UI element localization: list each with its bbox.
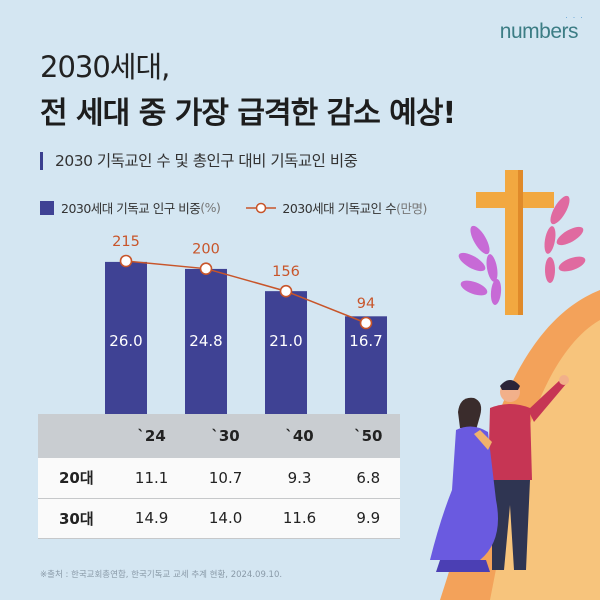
line-legend-unit: (만명) — [396, 201, 427, 216]
bar-value-label: 26.0 — [109, 332, 142, 350]
line-value-label: 215 — [112, 234, 140, 250]
line-path — [125, 260, 367, 324]
logo-dots: · · · — [565, 12, 584, 22]
line-value-label: 200 — [192, 242, 220, 258]
woman-figure — [430, 397, 498, 572]
man-figure — [488, 375, 569, 570]
leaves-left — [458, 225, 502, 305]
logo-text: numbers — [499, 20, 579, 43]
table-cell: 14.9 — [134, 509, 169, 527]
numbers-logo: numbers · · · — [499, 12, 583, 44]
line-legend-swatch — [246, 202, 277, 213]
cross-couple-illustration — [430, 170, 600, 600]
source-note: ※출처 : 한국교회총연합, 한국기독교 교세 추계 현황, 2024.09.1… — [40, 570, 283, 580]
row-label: 20대 — [58, 469, 94, 488]
table-header-row: `24 `30 `40 `50 — [38, 414, 400, 458]
leaves-right — [544, 195, 586, 283]
data-table: `24 `30 `40 `50 20대 11.1 10.7 9.3 6.8 30… — [38, 414, 400, 539]
table-cell: 6.8 — [356, 468, 381, 487]
line-point — [359, 316, 373, 330]
table-row: 30대 14.9 14.0 11.6 9.9 — [38, 498, 400, 538]
bar-legend-unit: (%) — [200, 200, 221, 215]
line-point — [119, 254, 133, 268]
line-point — [279, 284, 293, 298]
line-series: 215 200 156 94 — [112, 234, 375, 330]
bar-value-label: 24.8 — [189, 332, 222, 350]
line-point — [199, 262, 213, 275]
col-header: `30 — [211, 427, 240, 445]
line-value-label: 156 — [272, 264, 300, 280]
bar-legend-swatch — [40, 200, 54, 215]
row-label: 30대 — [58, 509, 94, 528]
line-value-label: 94 — [357, 296, 375, 312]
bar — [265, 291, 307, 414]
bar — [105, 261, 147, 414]
bar — [345, 316, 387, 414]
table-cell: 9.3 — [287, 468, 312, 487]
col-header: `24 — [137, 427, 166, 445]
chart-subtitle: 2030 기독교인 수 및 총인구 대비 기독교인 비중 — [40, 152, 358, 170]
table-cell: 11.6 — [282, 509, 317, 527]
bar-value-label: 21.0 — [269, 332, 302, 350]
table-cell: 14.0 — [208, 509, 243, 527]
table-row: 20대 11.1 10.7 9.3 6.8 — [38, 458, 400, 498]
col-header: `40 — [285, 427, 314, 445]
chart-legend: 2030세대 기독교 인구 비중 (%) 2030세대 기독교인 수 (만명) — [40, 198, 427, 217]
table-cell: 9.9 — [356, 509, 381, 527]
table-cell: 11.1 — [134, 468, 169, 487]
col-header: `50 — [354, 427, 383, 445]
bar-value-label: 16.7 — [349, 332, 382, 350]
title-line-2: 전 세대 중 가장 급격한 감소 예상! — [40, 96, 456, 131]
bar-series: 26.0 24.8 21.0 16.7 — [105, 261, 387, 414]
table-corner — [38, 414, 115, 458]
bar-legend-label: 2030세대 기독교 인구 비중 — [61, 201, 201, 216]
line-legend-label: 2030세대 기독교인 수 — [282, 201, 397, 216]
cross-icon — [476, 170, 554, 315]
bar — [185, 268, 227, 414]
title-line-1: 2030세대, — [40, 50, 170, 84]
table-cell: 10.7 — [208, 468, 243, 487]
